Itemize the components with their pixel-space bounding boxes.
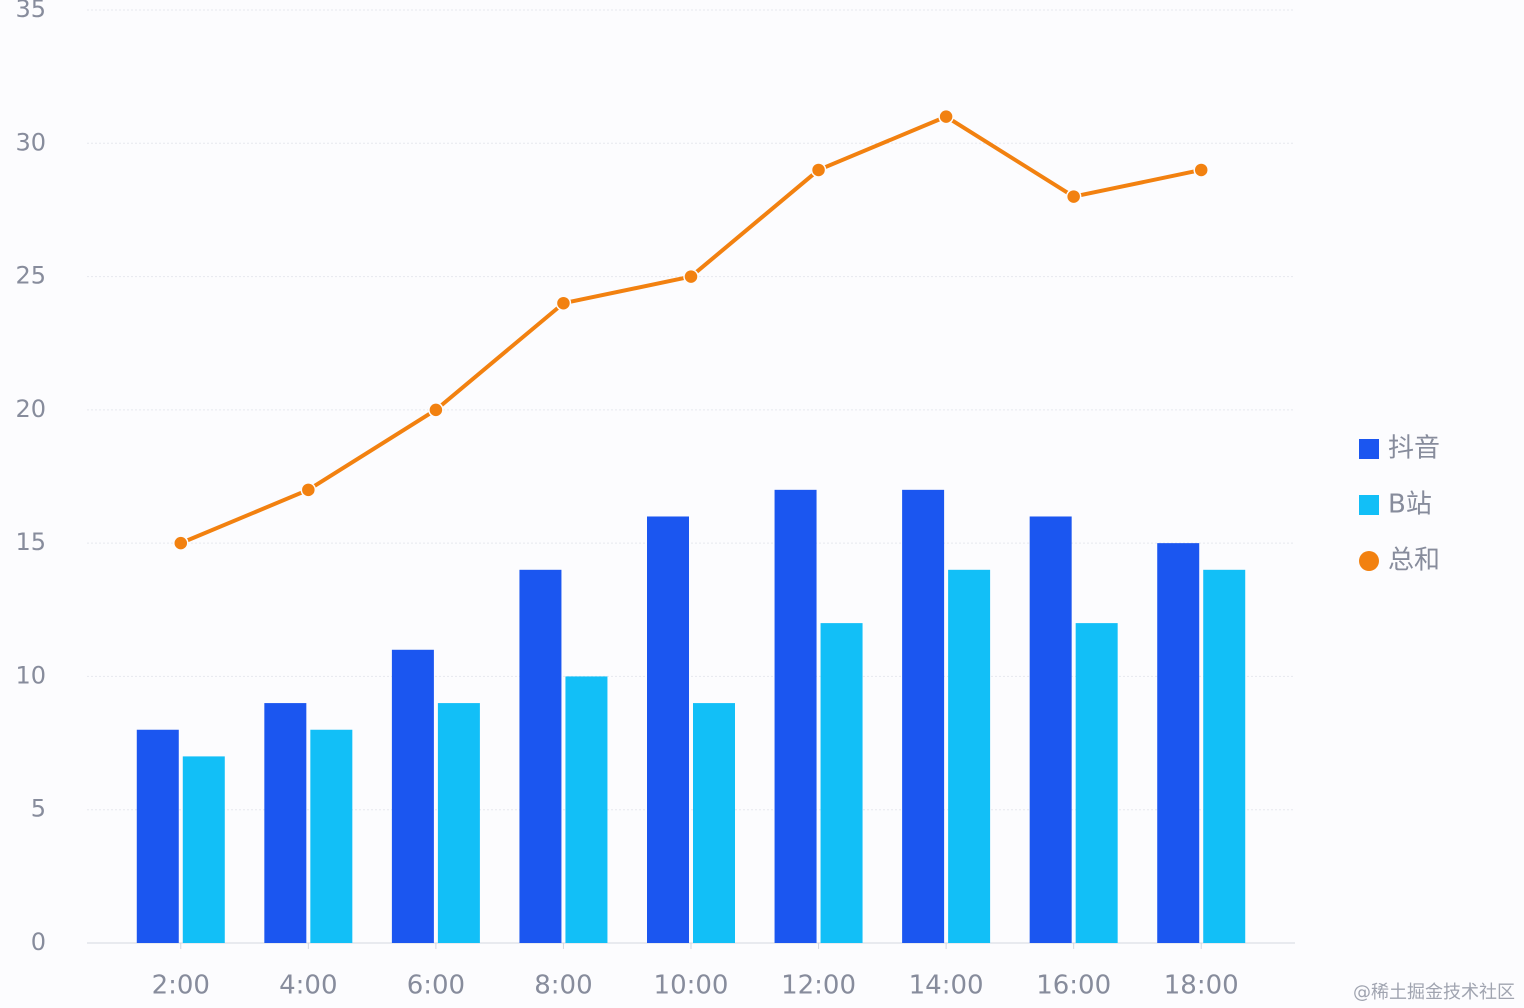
legend-label: B站 — [1388, 490, 1432, 520]
bar — [136, 729, 179, 943]
point — [938, 108, 954, 125]
legend-label: 总和 — [1388, 546, 1440, 576]
y-tick-label: 15 — [15, 528, 46, 556]
bar — [565, 676, 608, 943]
y-tick-label: 0 — [31, 928, 46, 956]
point — [173, 535, 189, 551]
bar — [693, 703, 735, 943]
point — [810, 162, 827, 178]
bar — [310, 729, 353, 943]
point — [428, 402, 444, 418]
y-tick-label: 35 — [15, 0, 46, 23]
legend-label: 抖音 — [1388, 434, 1440, 464]
point — [683, 268, 699, 285]
bar — [1029, 516, 1072, 943]
bar — [774, 489, 817, 943]
bar — [182, 756, 225, 943]
bar — [1203, 569, 1246, 943]
y-tick-label: 5 — [31, 795, 46, 823]
bar — [902, 489, 945, 943]
bar — [1157, 543, 1200, 943]
x-tick-label: 4:00 — [279, 971, 337, 1001]
x-tick-label: 6:00 — [407, 971, 465, 1001]
x-tick-label: 8:00 — [534, 971, 592, 1001]
y-tick-label: 25 — [15, 262, 46, 290]
x-tick-label: 18:00 — [1164, 971, 1239, 1001]
y-tick-label: 30 — [15, 128, 46, 156]
point — [1065, 188, 1082, 205]
bar — [948, 569, 991, 943]
bar — [820, 623, 863, 943]
x-tick-label: 2:00 — [152, 971, 210, 1001]
x-tick-label: 10:00 — [654, 971, 729, 1001]
legend-marker — [1359, 551, 1379, 571]
bar — [264, 703, 307, 943]
y-tick-label: 20 — [15, 395, 46, 423]
bar — [647, 516, 689, 943]
x-tick-label: 12:00 — [781, 971, 856, 1001]
watermark: @稀土掘金技术社区 — [1353, 982, 1515, 1003]
bar — [437, 703, 480, 943]
point — [555, 295, 572, 311]
point — [300, 482, 317, 498]
legend-marker — [1359, 495, 1379, 515]
bar — [391, 649, 434, 943]
point — [1193, 162, 1209, 178]
legend-marker — [1359, 439, 1379, 459]
bar — [1075, 623, 1118, 943]
x-tick-label: 16:00 — [1036, 971, 1111, 1001]
y-tick-label: 10 — [15, 661, 46, 689]
x-tick-label: 14:00 — [909, 971, 984, 1001]
bar — [519, 569, 562, 943]
